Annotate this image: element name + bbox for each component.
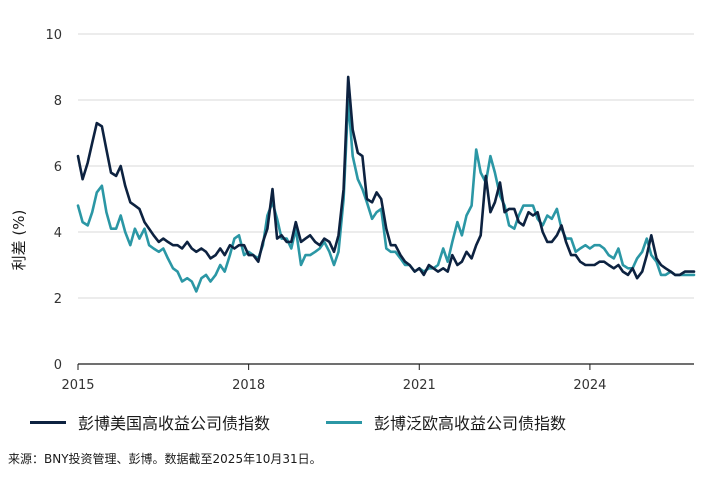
legend-swatch-us: [30, 420, 66, 424]
y-tick-label-0: 0: [54, 358, 62, 373]
series-line-pan-european-high-yield: [76, 98, 696, 293]
source-note: 来源：BNY投资管理、彭博。数据截至2025年10月31日。: [8, 452, 322, 466]
y-tick-label-8: 8: [54, 94, 62, 109]
legend-item-europe: 彭博泛欧高收益公司债指数: [326, 410, 566, 434]
y-tick-labels: 0 2 4 6 8 10: [45, 28, 62, 373]
gridlines: [78, 33, 694, 299]
y-tick-label-10: 10: [45, 28, 62, 43]
legend-label-europe: 彭博泛欧高收益公司债指数: [374, 414, 567, 433]
x-tick-label-2015: 2015: [61, 378, 94, 393]
x-tick-label-2024: 2024: [573, 378, 606, 393]
x-tick-label-2021: 2021: [403, 378, 436, 393]
y-tick-label-6: 6: [54, 160, 62, 175]
y-tick-label-4: 4: [54, 226, 62, 241]
x-tick-label-2018: 2018: [232, 378, 265, 393]
legend-swatch-europe: [326, 420, 363, 424]
legend-label-us: 彭博美国高收益公司债指数: [78, 414, 271, 433]
series-lines: [76, 75, 696, 293]
legend: 彭博美国高收益公司债指数 彭博泛欧高收益公司债指数: [30, 410, 566, 434]
series-line-us-high-yield: [76, 75, 696, 280]
x-axis: [77, 363, 694, 370]
y-tick-label-2: 2: [54, 292, 62, 307]
x-tick-labels: 2015 2018 2021 2024: [61, 378, 606, 393]
y-axis-title: 利差 (%): [10, 210, 28, 271]
legend-item-us: 彭博美国高收益公司债指数: [30, 410, 270, 434]
